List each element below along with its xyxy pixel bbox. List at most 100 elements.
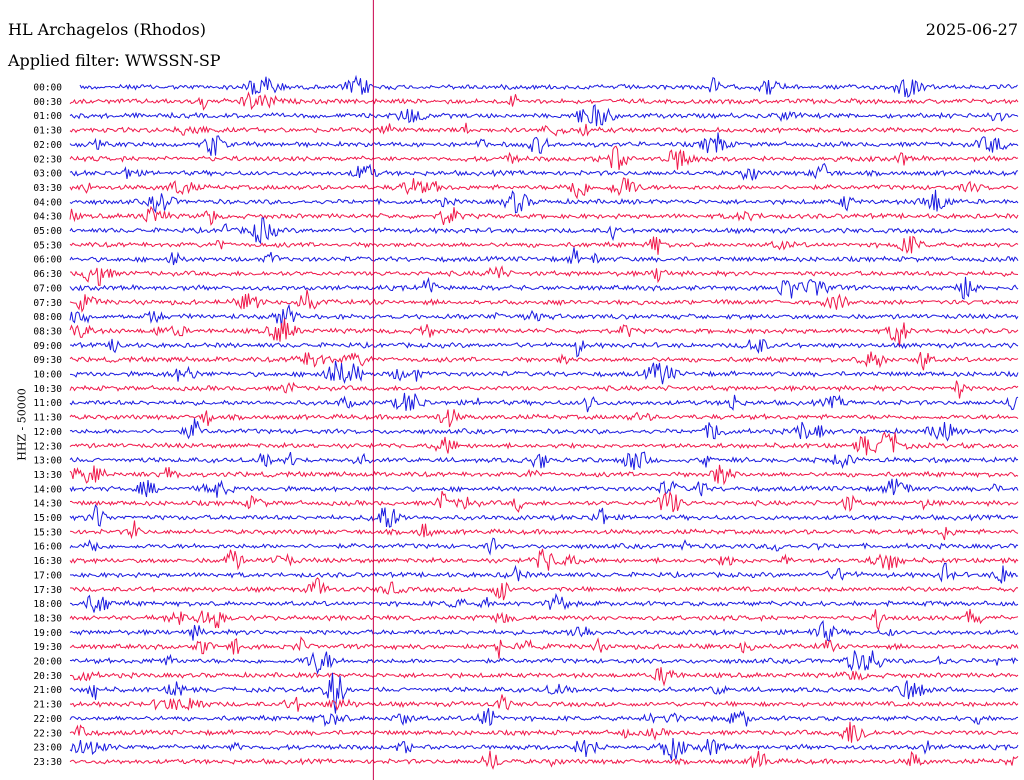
seismic-trace-1930 — [69, 636, 1019, 659]
row-time-label: 07:30 — [33, 298, 62, 309]
seismic-trace-1300 — [69, 451, 1019, 471]
seismic-trace-0900 — [69, 338, 1019, 358]
row-time-label: 14:00 — [33, 484, 62, 495]
row-time-label: 20:00 — [33, 657, 62, 668]
seismic-trace-1130 — [69, 409, 1019, 428]
seismic-trace-1200 — [69, 418, 1019, 442]
row-time-label: 09:30 — [33, 355, 62, 366]
row-time-label: 10:00 — [33, 370, 62, 381]
seismic-trace-1000 — [70, 360, 1019, 385]
row-time-label: 08:00 — [33, 312, 62, 323]
row-time-label: 18:00 — [33, 599, 62, 610]
row-time-label: 13:30 — [33, 470, 62, 481]
seismic-trace-2000 — [69, 650, 1019, 675]
row-time-label: 09:00 — [33, 341, 62, 352]
row-time-label: 01:30 — [33, 126, 62, 137]
row-time-label: 11:00 — [33, 398, 62, 409]
row-time-label: 17:00 — [33, 570, 62, 581]
seismic-trace-0500 — [69, 217, 1019, 245]
row-time-label: 11:30 — [33, 413, 62, 424]
row-time-label: 13:00 — [33, 456, 62, 467]
seismic-trace-0100 — [69, 104, 1019, 127]
seismic-trace-1830 — [69, 608, 1019, 632]
row-time-label: 22:00 — [33, 714, 62, 725]
seismic-trace-1900 — [69, 619, 1019, 642]
row-time-label: 16:30 — [33, 556, 62, 567]
seismic-trace-1330 — [69, 464, 1019, 486]
seismic-trace-0200 — [69, 132, 1019, 156]
row-time-label: 17:30 — [33, 585, 62, 596]
seismic-trace-1030 — [69, 380, 1019, 399]
seismic-trace-1800 — [69, 592, 1019, 613]
seismic-trace-2200 — [69, 708, 1019, 728]
row-time-label: 08:30 — [33, 326, 62, 337]
row-time-label: 06:30 — [33, 269, 62, 280]
seismic-trace-1230 — [69, 431, 1019, 456]
station-title: HL Archagelos (Rhodos) — [8, 20, 206, 39]
seismic-trace-1100 — [69, 392, 1019, 413]
row-time-label: 00:30 — [33, 97, 62, 108]
seismic-trace-0930 — [69, 351, 1019, 371]
seismic-trace-2030 — [69, 667, 1019, 687]
seismic-trace-2130 — [69, 694, 1019, 712]
seismic-trace-0130 — [69, 122, 1019, 137]
row-time-label: 03:30 — [33, 183, 62, 194]
seismic-trace-1530 — [69, 520, 1019, 541]
row-time-label: 07:00 — [33, 283, 62, 294]
seismic-trace-0300 — [69, 162, 1019, 181]
row-time-label: 20:30 — [33, 671, 62, 682]
seismic-trace-1600 — [69, 537, 1019, 556]
row-time-label: 02:30 — [33, 154, 62, 165]
row-time-label: 14:30 — [33, 499, 62, 510]
row-time-label: 06:00 — [33, 255, 62, 266]
row-time-label: 04:00 — [33, 197, 62, 208]
seismic-trace-0230 — [69, 145, 1019, 170]
seismic-trace-2100 — [69, 672, 1019, 714]
date-label: 2025-06-27 — [925, 20, 1018, 39]
seismic-trace-1730 — [69, 577, 1019, 601]
seismic-trace-0700 — [69, 276, 1019, 300]
row-time-label: 19:30 — [33, 642, 62, 653]
seismic-trace-1500 — [69, 503, 1019, 528]
seismic-trace-0800 — [69, 303, 1019, 327]
seismic-trace-0530 — [69, 235, 1019, 255]
seismic-trace-0600 — [69, 247, 1019, 266]
row-time-label: 21:30 — [33, 700, 62, 711]
row-time-label: 18:30 — [33, 613, 62, 624]
row-time-label: 22:30 — [33, 728, 62, 739]
seismic-trace-0330 — [69, 177, 1019, 200]
row-time-label: 12:00 — [33, 427, 62, 438]
seismic-trace-0730 — [69, 289, 1019, 313]
seismic-trace-2330 — [69, 750, 1019, 770]
seismic-trace-1430 — [69, 490, 1019, 513]
seismic-trace-1700 — [69, 562, 1019, 584]
seismic-trace-0430 — [69, 205, 1019, 226]
row-time-label: 15:00 — [33, 513, 62, 524]
row-time-label: 15:30 — [33, 527, 62, 538]
row-time-label: 16:00 — [33, 542, 62, 553]
row-time-label: 19:00 — [33, 628, 62, 639]
seismic-trace-0630 — [69, 265, 1019, 286]
filter-label: Applied filter: WWSSN-SP — [8, 51, 221, 70]
row-time-label: 05:30 — [33, 240, 62, 251]
seismic-trace-0400 — [69, 189, 1019, 214]
row-time-label: 23:00 — [33, 743, 62, 754]
seismic-trace-0030 — [69, 91, 1019, 111]
row-time-label: 05:00 — [33, 226, 62, 237]
row-time-label: 10:30 — [33, 384, 62, 395]
row-time-label: 01:00 — [33, 111, 62, 122]
row-time-label: 04:30 — [33, 212, 62, 223]
seismic-trace-2300 — [69, 737, 1019, 761]
row-time-label: 21:00 — [33, 685, 62, 696]
row-time-label: 23:30 — [33, 757, 62, 768]
seismic-trace-0830 — [69, 318, 1019, 348]
row-time-label: 03:00 — [33, 169, 62, 180]
row-time-label: 00:00 — [33, 83, 62, 94]
seismic-trace-1630 — [69, 548, 1019, 571]
row-time-label: 02:00 — [33, 140, 62, 151]
seismic-trace-1400 — [69, 478, 1019, 498]
seismic-trace-0000 — [79, 74, 1018, 98]
row-time-label: 12:30 — [33, 441, 62, 452]
seismic-trace-2230 — [69, 721, 1019, 743]
